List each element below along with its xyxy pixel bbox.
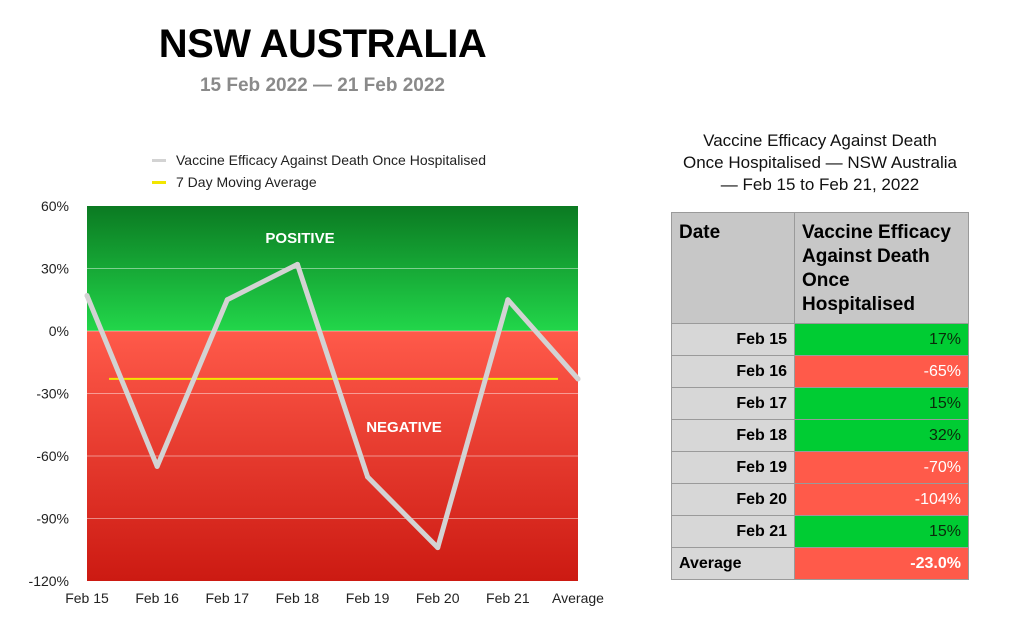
table-caption-line: Vaccine Efficacy Against Death <box>703 131 937 150</box>
table-cell-average-value: -23.0% <box>794 547 969 580</box>
table-row: Feb 20 -104% <box>671 483 969 516</box>
legend-swatch-efficacy <box>152 158 166 162</box>
table-cell-efficacy: -65% <box>794 355 969 388</box>
table-caption-line: Once Hospitalised — NSW Australia <box>683 153 957 172</box>
efficacy-table: Date Vaccine Efficacy Against Death Once… <box>671 212 969 580</box>
x-tick-label: Feb 19 <box>346 590 390 606</box>
table-row: Feb 16 -65% <box>671 355 969 388</box>
efficacy-point <box>224 297 230 303</box>
table-cell-date: Feb 15 <box>671 323 795 356</box>
x-tick-label: Feb 17 <box>205 590 249 606</box>
y-tick-label: 60% <box>41 198 69 214</box>
table-cell-date: Feb 21 <box>671 515 795 548</box>
table-header-date: Date <box>671 212 795 324</box>
table-cell-date: Feb 18 <box>671 419 795 452</box>
negative-region-label: NEGATIVE <box>366 419 442 436</box>
y-tick-label: -90% <box>36 511 69 527</box>
table-row: Feb 17 15% <box>671 387 969 420</box>
x-tick-label: Feb 18 <box>276 590 320 606</box>
table-row-average: Average -23.0% <box>671 547 969 580</box>
table-row: Feb 18 32% <box>671 419 969 452</box>
y-tick-label: 30% <box>41 261 69 277</box>
table-header-efficacy: Vaccine Efficacy Against Death Once Hosp… <box>794 212 969 324</box>
table-cell-efficacy: -70% <box>794 451 969 484</box>
table-cell-efficacy: 15% <box>794 515 969 548</box>
y-tick-label: -120% <box>29 573 69 589</box>
efficacy-point <box>365 474 371 480</box>
table-cell-efficacy: -104% <box>794 483 969 516</box>
table-cell-efficacy: 32% <box>794 419 969 452</box>
x-tick-label: Feb 15 <box>65 590 109 606</box>
y-tick-label: -60% <box>36 448 69 464</box>
table-caption-line: — Feb 15 to Feb 21, 2022 <box>720 175 920 194</box>
x-tick-label: Average <box>552 590 604 606</box>
efficacy-point <box>154 463 160 469</box>
x-tick-label: Feb 16 <box>135 590 179 606</box>
efficacy-point <box>505 297 511 303</box>
table-cell-date: Feb 20 <box>671 483 795 516</box>
efficacy-point <box>84 293 90 299</box>
chart-legend: Vaccine Efficacy Against Death Once Hosp… <box>152 149 486 193</box>
x-tick-label: Feb 21 <box>486 590 530 606</box>
table-cell-average-label: Average <box>671 547 795 580</box>
table-row: Feb 15 17% <box>671 323 969 356</box>
efficacy-point <box>575 376 581 382</box>
legend-swatch-moving-average <box>152 180 166 184</box>
page-subtitle: 15 Feb 2022 — 21 Feb 2022 <box>199 75 446 96</box>
efficacy-point <box>435 545 441 551</box>
legend-item-moving-average: 7 Day Moving Average <box>152 171 486 193</box>
table-cell-date: Feb 17 <box>671 387 795 420</box>
efficacy-line <box>84 261 581 551</box>
efficacy-point <box>294 261 300 267</box>
table-caption: Vaccine Efficacy Against Death Once Hosp… <box>665 130 975 196</box>
table-cell-efficacy: 15% <box>794 387 969 420</box>
table-cell-date: Feb 16 <box>671 355 795 388</box>
table-row: Feb 19 -70% <box>671 451 969 484</box>
y-tick-label: -30% <box>36 386 69 402</box>
page-title: NSW AUSTRALIA <box>158 22 487 66</box>
legend-label-efficacy: Vaccine Efficacy Against Death Once Hosp… <box>176 152 486 168</box>
line-chart: 60% 30% 0% -30% -60% -90% -120%Feb 15 Feb 16 Feb… <box>29 198 605 606</box>
table-cell-efficacy: 17% <box>794 323 969 356</box>
x-tick-label: Feb 20 <box>416 590 460 606</box>
positive-region-label: POSITIVE <box>265 230 334 247</box>
legend-item-efficacy: Vaccine Efficacy Against Death Once Hosp… <box>152 149 486 171</box>
legend-label-moving-average: 7 Day Moving Average <box>176 174 317 190</box>
table-row: Feb 21 15% <box>671 515 969 548</box>
table-cell-date: Feb 19 <box>671 451 795 484</box>
positive-region <box>87 206 578 331</box>
y-tick-label: 0% <box>49 323 69 339</box>
